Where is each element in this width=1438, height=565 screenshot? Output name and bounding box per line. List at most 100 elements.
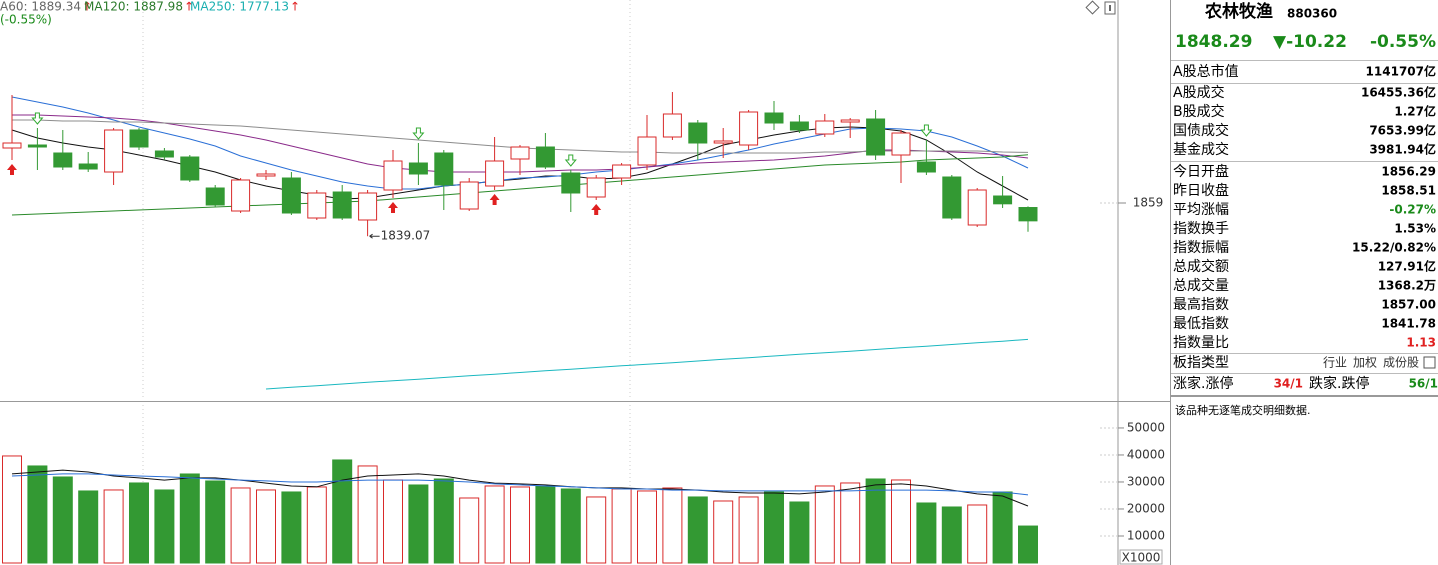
row-label: B股成交 [1173,103,1225,120]
y-tick-label: 50000 [1127,420,1165,434]
row-value: 1.13 [1406,336,1436,350]
candle-body [383,160,403,191]
volume-bar [662,487,683,564]
volume-bar [637,490,657,564]
candle-body [27,144,47,148]
ma-legend: MA120: 1887.98 [84,0,183,14]
row-label: A股总市值 [1173,63,1239,80]
volume-bar [586,496,607,564]
row-value: 1.53% [1394,222,1436,236]
candle-body [942,176,962,219]
ma-line [265,338,1029,390]
volume-bar [332,459,353,564]
index-code: 880360 [1287,7,1337,21]
volume-bar [357,465,378,564]
ma-legend-arrow: ↑ [184,0,194,14]
row-label: 平均涨幅 [1173,202,1229,218]
volume-bar [459,497,480,564]
y-tick-label: 30000 [1127,474,1165,488]
index-type-option[interactable]: 行业 [1323,356,1347,370]
row-value: 1856.29 [1381,165,1436,179]
candle-body [535,146,555,168]
row-value: 7653.99亿 [1369,123,1436,138]
sell-signal [31,112,44,125]
row-label: 跌家.跌停 [1309,375,1369,392]
volume-bar [230,487,251,564]
candle-body [104,129,124,173]
row-label: 国债成交 [1173,122,1229,139]
candle-body [510,146,530,160]
note: 该品种无逐笔成交明细数据. [1175,403,1311,417]
ma-line [11,473,1029,496]
row-label: 涨家.涨停 [1173,375,1233,392]
row-value: 15.22/0.82% [1352,241,1436,255]
volume-bar [383,479,403,564]
window-icon-bar [1109,5,1111,11]
row-value: 1.27亿 [1394,104,1436,119]
volume-bar [433,478,454,564]
candle-body [408,162,428,175]
row-label: 昨日收盘 [1173,182,1229,199]
candle-body [637,136,657,166]
candle-body [485,160,505,187]
candle-body [53,152,73,168]
candle-body [815,120,835,135]
row-value: -0.27% [1389,203,1436,217]
ma-line [11,96,1029,190]
volume-bar [27,465,48,564]
row-value: 1368.2万 [1378,279,1436,293]
price: 1848.29 [1175,32,1252,52]
row-value: 1841.78 [1381,317,1436,331]
candle-body [78,163,98,170]
row-label: 指数换手 [1173,220,1229,237]
ma-legend-arrow: ↑ [290,0,300,14]
volume-bar [992,491,1013,564]
row-label: 总成交额 [1173,258,1229,275]
volume-bar [103,489,124,564]
volume-bar [256,489,276,564]
row-value: 127.91亿 [1378,259,1436,274]
buy-signal [591,204,602,215]
row-value: 1858.51 [1381,184,1436,198]
sell-signal [412,127,425,140]
volume-bar [306,486,327,564]
volume-bar [205,480,226,564]
volume-bar [484,485,505,564]
window-icon[interactable] [1104,1,1116,15]
side-panel: 农林牧渔 880360 1848.29 ▼-10.22 -0.55% 该品种无逐… [1171,1,1438,417]
volume-bar [560,488,581,564]
volume-bar [967,504,988,564]
volume-bar [154,489,175,564]
annotation-arrow [369,233,380,239]
candle-body [789,121,809,131]
row-value: 1141707亿 [1366,64,1436,79]
grid-icon [1423,356,1436,369]
index-type-option[interactable]: 加权 [1353,356,1377,370]
candle-body [434,152,454,186]
buy-signal [489,194,500,205]
volume-bar [891,479,911,564]
volume-bar [840,482,861,564]
diamond-icon[interactable] [1085,0,1100,15]
candle-body [307,192,327,219]
volume-bar [865,478,886,564]
volume-bar [713,500,734,564]
volume-bar [52,476,73,564]
candle-body [586,177,606,198]
candle-body [688,122,708,144]
candle-body [180,156,200,181]
candle-body [561,172,581,194]
volume-bar [408,484,429,564]
row-label: A股成交 [1173,84,1225,101]
candle-body [612,164,632,179]
row-value: 3981.94亿 [1369,142,1436,157]
change-pct: -0.55% [1370,32,1436,52]
header-change: (-0.55%) [0,13,52,27]
index-type-option[interactable]: 成份股 [1383,356,1419,370]
row-label: 最高指数 [1173,296,1229,313]
candle-body [916,161,936,173]
row-label: 最低指数 [1173,316,1229,332]
y-tick-label: 1859 [1133,196,1164,210]
row-label: 指数振幅 [1173,240,1229,256]
